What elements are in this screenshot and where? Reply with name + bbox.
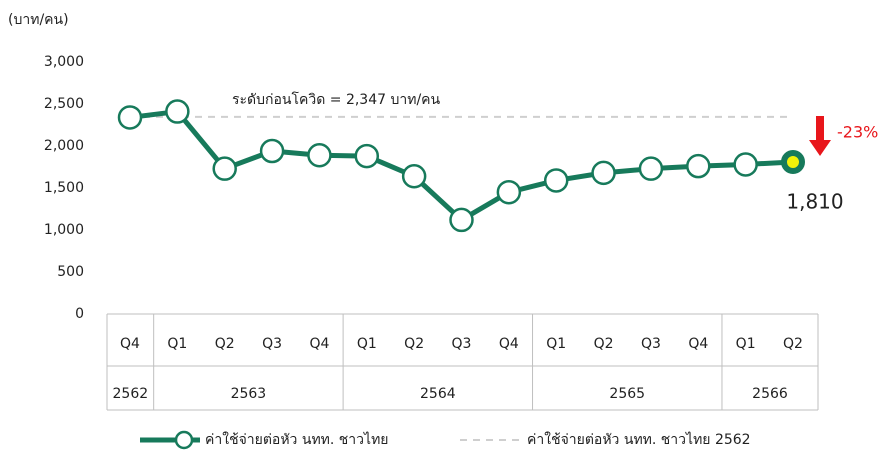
x-tick-label: Q4 bbox=[499, 336, 519, 352]
group-label: 2566 bbox=[752, 386, 788, 402]
marker bbox=[686, 153, 711, 179]
y-tick-label: 2,000 bbox=[44, 138, 84, 154]
marker bbox=[543, 168, 569, 193]
legend-label: ค่าใช้จ่ายต่อหัว นทท. ชาวไทย bbox=[205, 431, 389, 448]
x-tick-label: Q4 bbox=[309, 336, 329, 352]
x-tick-label: Q3 bbox=[641, 336, 661, 352]
marker bbox=[307, 142, 332, 168]
x-tick-label: Q2 bbox=[594, 336, 614, 352]
marker bbox=[591, 160, 616, 186]
group-label: 2564 bbox=[420, 386, 456, 402]
y-axis-label: (บาท/คน) bbox=[8, 12, 69, 28]
marker bbox=[354, 143, 380, 169]
value-label: 1,810 bbox=[786, 189, 843, 213]
marker bbox=[165, 99, 190, 124]
reference-label: ระดับก่อนโควิด = 2,347 บาท/คน bbox=[232, 91, 441, 108]
x-tick-label: Q4 bbox=[120, 336, 140, 352]
legend-marker bbox=[174, 430, 194, 450]
x-tick-label: Q2 bbox=[783, 336, 803, 352]
legend-label: ค่าใช้จ่ายต่อหัว นทท. ชาวไทย 2562 bbox=[527, 431, 751, 448]
x-tick-label: Q2 bbox=[215, 336, 235, 352]
x-tick-label: Q3 bbox=[452, 336, 472, 352]
marker bbox=[117, 105, 143, 130]
x-tick-label: Q1 bbox=[167, 336, 187, 352]
x-tick-label: Q1 bbox=[736, 336, 756, 352]
y-tick-label: 1,000 bbox=[44, 222, 84, 238]
marker bbox=[449, 207, 474, 233]
marker bbox=[638, 156, 664, 181]
y-tick-label: 2,500 bbox=[44, 96, 84, 112]
marker bbox=[212, 156, 237, 181]
x-tick-label: Q3 bbox=[262, 336, 282, 352]
marker bbox=[496, 179, 522, 205]
y-tick-label: 3,000 bbox=[44, 54, 84, 70]
marker bbox=[781, 149, 805, 174]
x-tick-label: Q2 bbox=[404, 336, 424, 352]
x-tick-label: Q1 bbox=[546, 336, 566, 352]
group-label: 2562 bbox=[113, 386, 149, 402]
change-arrow bbox=[809, 116, 831, 156]
marker bbox=[401, 163, 427, 189]
x-tick-label: Q4 bbox=[688, 336, 708, 352]
marker bbox=[259, 138, 285, 164]
group-label: 2565 bbox=[609, 386, 645, 402]
y-tick-label: 0 bbox=[75, 306, 84, 322]
x-tick-label: Q1 bbox=[357, 336, 377, 352]
y-tick-label: 1,500 bbox=[44, 180, 84, 196]
y-tick-label: 500 bbox=[57, 264, 84, 280]
change-label: -23% bbox=[837, 123, 878, 142]
group-label: 2563 bbox=[231, 386, 267, 402]
marker bbox=[733, 152, 758, 177]
